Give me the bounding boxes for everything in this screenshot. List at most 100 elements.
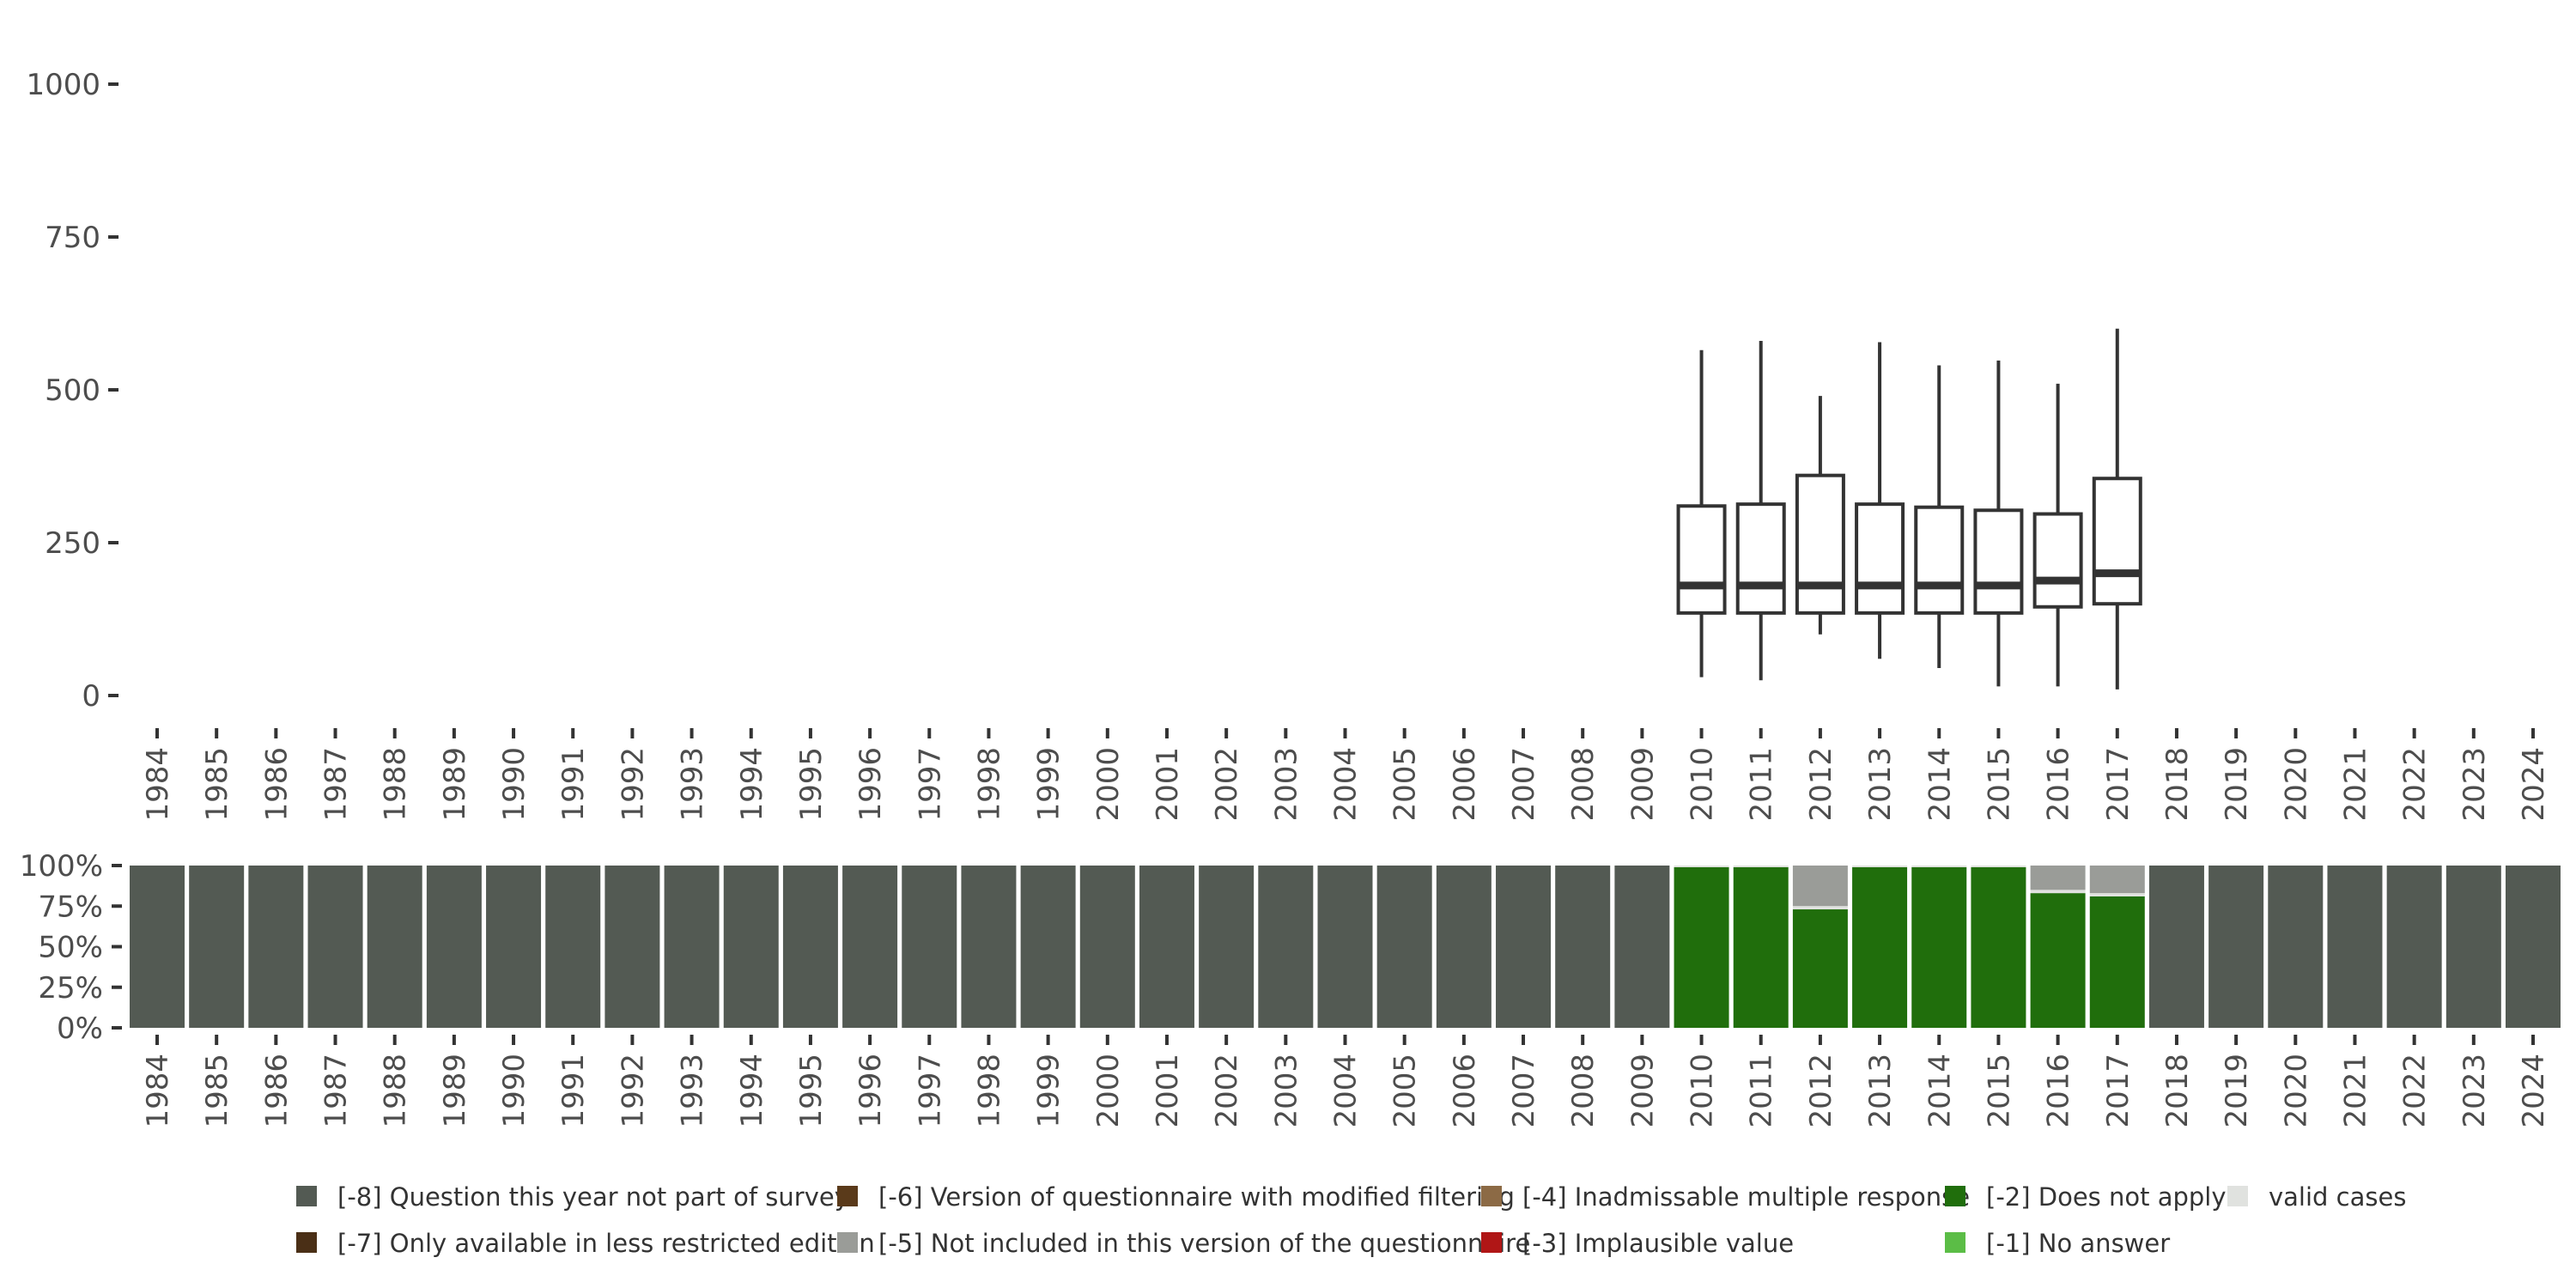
legend-swatch [296,1186,317,1206]
x-tick-label: 2023 [2458,747,2492,822]
bar-segment [1911,866,1967,867]
box-2015 [1973,360,2024,687]
x-tick-label: 1996 [854,747,888,822]
legend-label: [-3] Implausible value [1522,1229,1794,1258]
bar-segment [2268,866,2324,1028]
y-tick-label: 500 [45,374,100,408]
box-iqr [1855,502,1905,615]
x-tick-label: 2021 [2338,1054,2372,1128]
legend-item: [-1] No answer [1945,1229,2170,1258]
bar-segment [545,866,601,1028]
x-tick-label: 2016 [2042,747,2076,822]
x-tick-label: 1995 [794,1054,829,1128]
bar-segment [2030,866,2086,890]
x-tick-label: 2024 [2517,747,2551,822]
bar-segment [2208,866,2264,1028]
x-tick-label: 2018 [2160,1054,2195,1128]
legend-label: [-8] Question this year not part of surv… [337,1182,849,1212]
box-iqr [1914,505,1965,615]
x-tick-label: 2010 [1686,747,1720,822]
bar-segment [2030,893,2086,1028]
bar-segment [307,866,363,1028]
bar-segment [248,866,304,1028]
x-tick-label: 2007 [1507,747,1541,822]
legend-item: [-3] Implausible value [1481,1229,1794,1258]
bar-segment [486,866,542,1028]
bar-segment [1852,866,1908,867]
x-tick-label: 1993 [676,1054,710,1128]
legend-label: [-1] No answer [1986,1229,2170,1258]
x-tick-label: 1993 [676,747,710,822]
x-tick-label: 1997 [913,747,947,822]
x-tick-label: 1994 [735,747,769,822]
bar-segment [2089,866,2145,894]
box-iqr [1735,502,1786,615]
x-tick-label: 2009 [1625,747,1660,822]
x-tick-label: 1988 [379,1054,413,1128]
box-2011 [1735,341,1786,681]
x-tick-label: 2007 [1507,1054,1541,1128]
x-tick-label: 2008 [1566,747,1601,822]
x-tick-label: 2001 [1151,1054,1185,1128]
bar-segment [1971,866,2026,867]
bar-segment [2386,866,2442,1028]
x-tick-label: 2003 [1269,747,1303,822]
bar-segment [1674,866,1729,1028]
x-tick-label: 2000 [1091,1054,1126,1128]
legend-label: [-7] Only available in less restricted e… [337,1229,875,1258]
box-iqr [2032,512,2083,609]
legend-swatch [1945,1186,1965,1206]
bar-segment [1911,866,1967,1028]
x-tick-label: 2016 [2042,1054,2076,1128]
bar-segment [426,866,482,1028]
bar-segment [842,866,898,1028]
legend-item: valid cases [2227,1182,2406,1212]
x-tick-label: 1994 [735,1054,769,1128]
x-tick-label: 1998 [972,747,1006,822]
x-tick-label: 2002 [1210,1054,1244,1128]
box-iqr [1676,504,1727,615]
bar-segment [605,866,660,1028]
legend-swatch [2227,1186,2248,1206]
x-tick-label: 2004 [1329,1054,1364,1128]
x-tick-label: 1986 [259,1054,294,1128]
bar-segment [664,866,720,1028]
bar-segment [1199,866,1255,1028]
x-tick-label: 1990 [497,1054,532,1128]
legend-item: [-8] Question this year not part of surv… [296,1182,849,1212]
x-tick-label: 2015 [1982,747,2016,822]
x-tick-label: 2003 [1269,1054,1303,1128]
x-tick-label: 2012 [1804,747,1838,822]
x-tick-label: 2010 [1686,1054,1720,1128]
x-tick-label: 1996 [854,1054,888,1128]
legend-label: valid cases [2269,1182,2406,1212]
bar-segment [2089,893,2145,896]
x-tick-label: 2023 [2458,1054,2492,1128]
bar-segment [1020,866,1076,1028]
box-iqr [2092,477,2142,606]
x-tick-label: 1992 [616,747,650,822]
legend-item: [-6] Version of questionnaire with modif… [837,1182,1515,1212]
x-tick-label: 2019 [2220,1054,2254,1128]
box-2012 [1795,396,1845,635]
box-2010 [1676,349,1727,677]
x-tick-label: 2012 [1804,1054,1838,1128]
box-iqr [1795,473,1845,615]
x-tick-label: 2024 [2517,1054,2551,1128]
bar-segment [1555,866,1611,1028]
legend-item: [-5] Not included in this version of the… [837,1229,1530,1258]
stacked-bar-panel: 0% 25% 50% 75% 100% 1984 1985 1986 1987 1988 1989 1… [20,849,2561,1128]
bar-segment [1792,906,1848,910]
bar-segment [1496,866,1552,1028]
bar-segment [1674,866,1729,867]
x-tick-label: 1989 [438,747,472,822]
box-2013 [1855,342,1905,659]
bar-segment [1852,866,1908,1028]
bar-segment [1733,866,1789,867]
x-tick-label: 2005 [1388,747,1423,822]
legend-swatch [1945,1232,1965,1253]
x-tick-label: 2001 [1151,747,1185,822]
bar-segment [1733,866,1789,1028]
bar-segment [2089,896,2145,1028]
legend-swatch [837,1186,858,1206]
